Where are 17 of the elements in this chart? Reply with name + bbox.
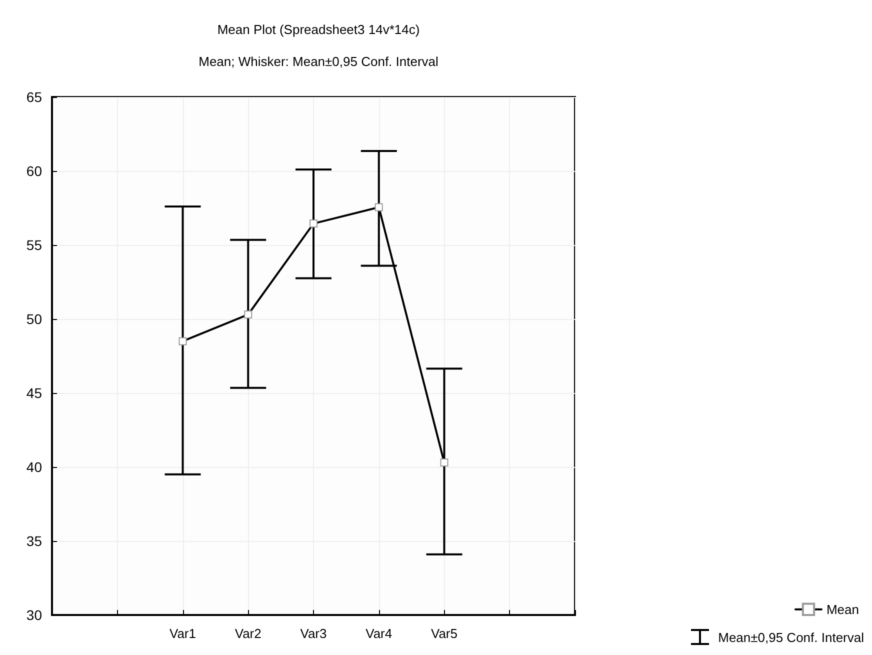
legend-label: Mean <box>826 602 860 617</box>
x-tick-label: Var2 <box>234 626 262 641</box>
y-tick-label: 60 <box>26 163 42 179</box>
y-tick-label: 30 <box>26 607 42 623</box>
y-tick-label: 50 <box>26 311 42 327</box>
x-tick-label: Var4 <box>366 626 392 641</box>
x-tick-label: Var5 <box>431 626 458 641</box>
text: Mean±0,95 Conf. Interval <box>718 630 864 644</box>
y-tick-label: 55 <box>26 237 42 253</box>
chart-title: Mean Plot (Spreadsheet3 14v*14c) <box>217 22 420 37</box>
y-tick-label: 65 <box>26 89 42 105</box>
y-tick-label: 45 <box>26 385 42 401</box>
chart-subtitle: Mean; Whisker: Mean±0,95 Conf. Interval <box>198 54 439 69</box>
y-tick-label: 35 <box>26 533 42 549</box>
x-tick-label: Var3 <box>300 626 327 641</box>
y-tick-label: 40 <box>26 459 42 475</box>
x-tick-label: Var1 <box>170 626 196 641</box>
